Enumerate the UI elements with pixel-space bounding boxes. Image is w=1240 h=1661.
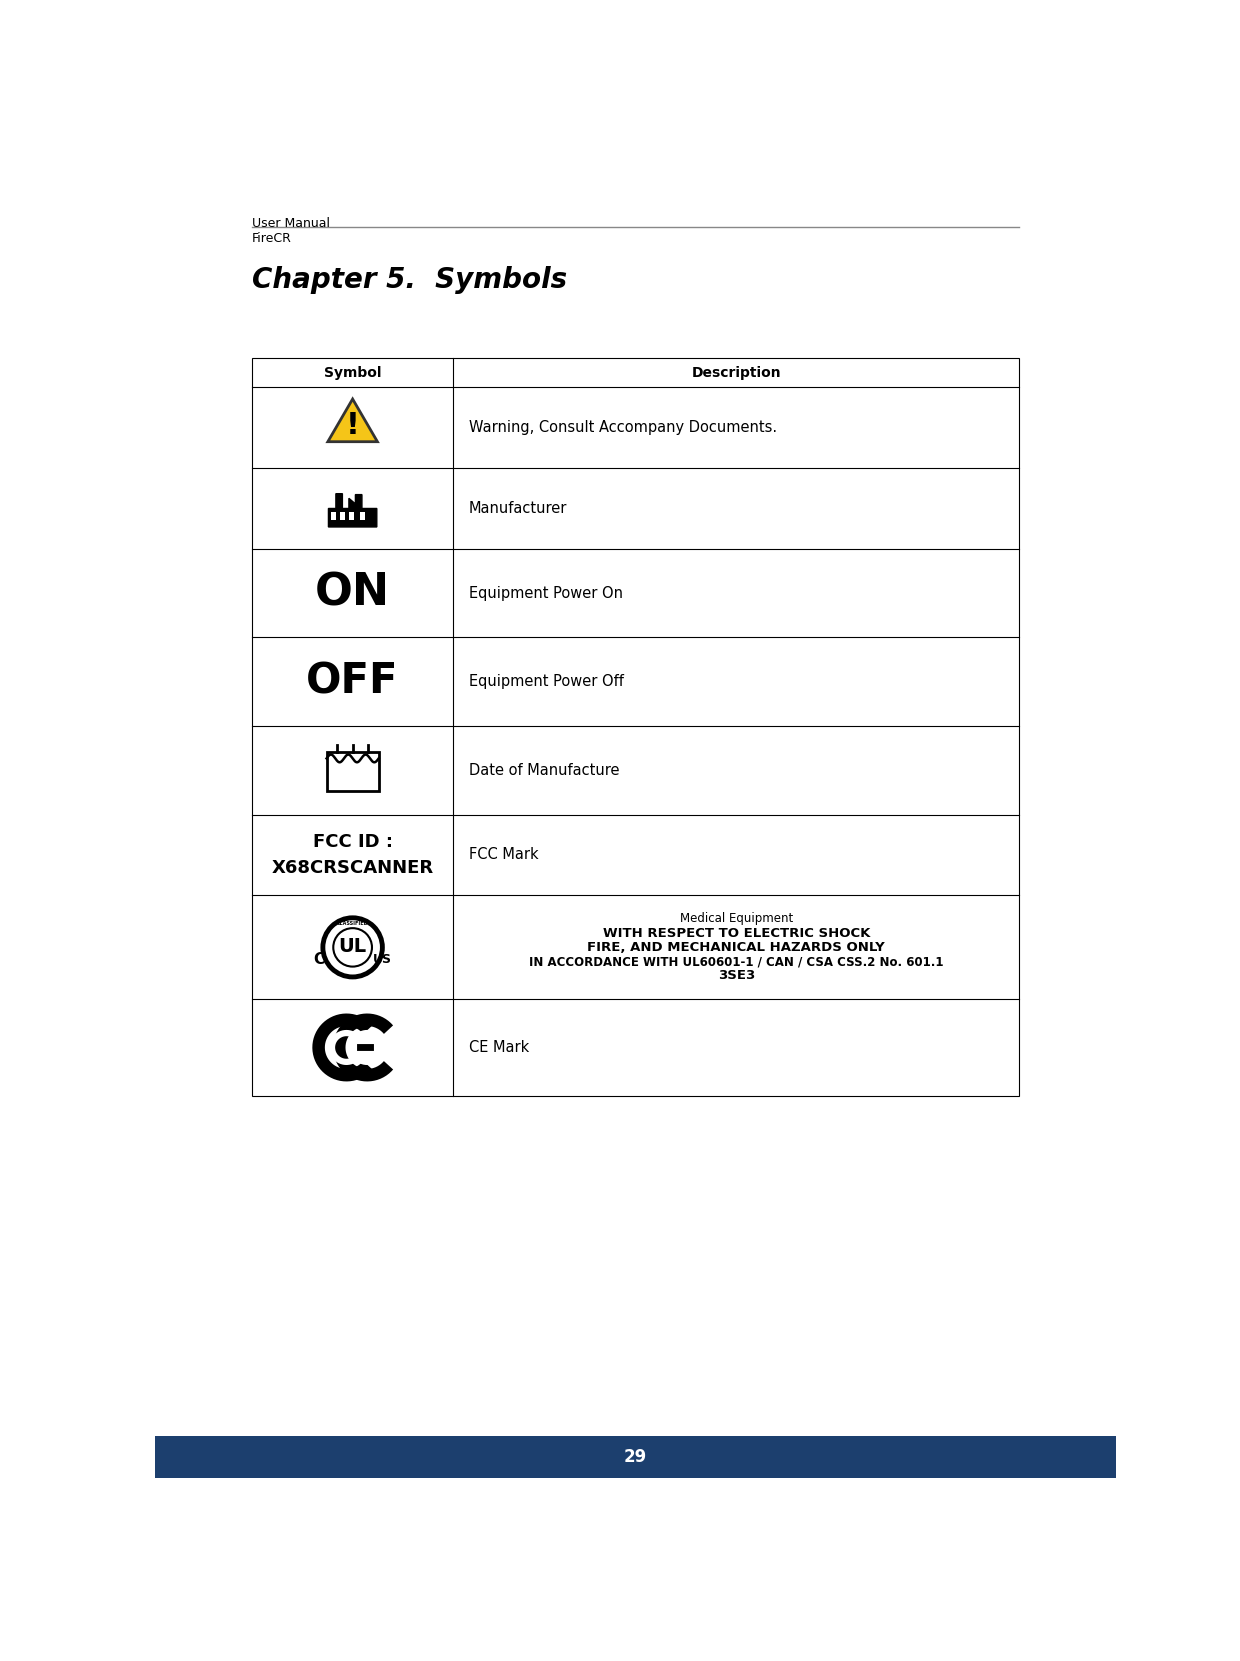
Text: FIRE, AND MECHANICAL HAZARDS ONLY: FIRE, AND MECHANICAL HAZARDS ONLY (588, 940, 885, 953)
Text: Manufacturer: Manufacturer (469, 502, 567, 517)
Bar (350, 512, 355, 520)
Text: WITH RESPECT TO ELECTRIC SHOCK: WITH RESPECT TO ELECTRIC SHOCK (603, 927, 870, 940)
Bar (252, 357, 1019, 1096)
Text: Symbol: Symbol (324, 365, 382, 380)
Text: Warning, Consult Accompany Documents.: Warning, Consult Accompany Documents. (469, 420, 777, 435)
Text: Date of Manufacture: Date of Manufacture (469, 762, 619, 777)
Text: FireCR: FireCR (252, 233, 291, 246)
Text: Chapter 5.  Symbols: Chapter 5. Symbols (252, 266, 567, 294)
Text: UL: UL (339, 937, 367, 955)
Polygon shape (327, 399, 377, 442)
Bar (340, 512, 345, 520)
Bar (155, 1437, 1116, 1478)
Text: Description: Description (692, 365, 781, 380)
Text: ON: ON (315, 571, 391, 615)
Bar (361, 512, 366, 520)
Text: !: ! (346, 410, 360, 440)
Text: C: C (314, 952, 325, 967)
Text: Equipment Power Off: Equipment Power Off (469, 674, 624, 689)
Text: FCC Mark: FCC Mark (469, 847, 538, 862)
Text: 3SE3: 3SE3 (718, 970, 755, 982)
Bar (331, 512, 336, 520)
Text: Equipment Power On: Equipment Power On (469, 586, 622, 601)
Text: US: US (373, 953, 392, 967)
Text: Medical Equipment: Medical Equipment (680, 912, 792, 925)
Text: CLASSIFIED: CLASSIFIED (337, 920, 368, 925)
Bar (326, 752, 378, 791)
Text: IN ACCORDANCE WITH UL60601-1 / CAN / CSA CSS.2 No. 601.1: IN ACCORDANCE WITH UL60601-1 / CAN / CSA… (529, 955, 944, 968)
Text: FCC ID :
X68CRSCANNER: FCC ID : X68CRSCANNER (272, 832, 434, 877)
Text: 29: 29 (624, 1448, 647, 1467)
Polygon shape (329, 493, 377, 527)
Text: User Manual: User Manual (252, 218, 330, 229)
Text: OFF: OFF (306, 661, 399, 703)
Text: CE Mark: CE Mark (469, 1040, 529, 1055)
